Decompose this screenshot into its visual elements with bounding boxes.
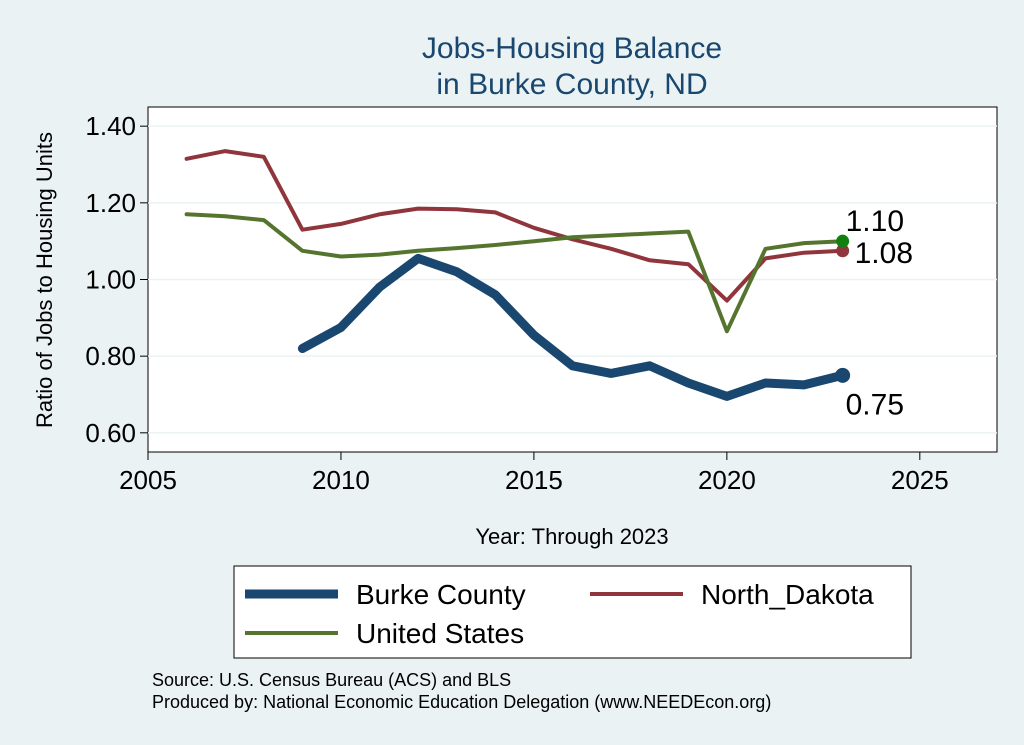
chart-title-line-1: Jobs-Housing Balance xyxy=(422,32,722,65)
y-tick-label: 1.00 xyxy=(85,265,136,295)
legend-label-united-states: United States xyxy=(356,618,524,649)
x-tick-label: 2025 xyxy=(891,465,949,495)
y-tick-label: 1.20 xyxy=(85,188,136,218)
series-lines xyxy=(184,149,851,401)
y-axis: 0.60 0.80 1.00 1.20 1.40 xyxy=(85,111,148,448)
end-point-united-states xyxy=(836,234,850,248)
legend-label-burke-county: Burke County xyxy=(356,579,526,610)
x-tick-label: 2005 xyxy=(119,465,177,495)
source-note: Source: U.S. Census Bureau (ACS) and BLS xyxy=(152,670,511,690)
legend: Burke County North_Dakota United States xyxy=(233,565,912,659)
end-label-burke-county: 0.75 xyxy=(846,388,904,421)
y-tick-label: 0.60 xyxy=(85,418,136,448)
end-label-united-states: 1.10 xyxy=(846,205,904,238)
legend-box xyxy=(233,565,912,659)
producer-note: Produced by: National Economic Education… xyxy=(152,692,771,712)
chart-title-line-2: in Burke County, ND xyxy=(436,68,707,101)
series-line-united-states xyxy=(184,212,845,334)
end-label-north-dakota: 1.08 xyxy=(855,237,913,270)
x-axis-title: Year: Through 2023 xyxy=(475,524,668,549)
end-point-north-dakota xyxy=(836,244,850,258)
series-line-north-dakota xyxy=(184,149,845,303)
x-axis: 2005 2010 2015 2020 2025 xyxy=(119,452,949,495)
end-labels: 1.081.10 0.75 xyxy=(846,205,913,421)
series-line-burke-county xyxy=(297,253,848,401)
x-tick-label: 2010 xyxy=(312,465,370,495)
x-tick-label: 2020 xyxy=(698,465,756,495)
x-tick-label: 2015 xyxy=(505,465,563,495)
y-axis-title: Ratio of Jobs to Housing Units xyxy=(32,132,57,428)
gridlines xyxy=(148,125,997,434)
y-tick-label: 1.40 xyxy=(85,111,136,141)
end-point-burke-county xyxy=(835,367,851,383)
y-tick-label: 0.80 xyxy=(85,341,136,371)
legend-label-north-dakota: North_Dakota xyxy=(701,579,874,610)
